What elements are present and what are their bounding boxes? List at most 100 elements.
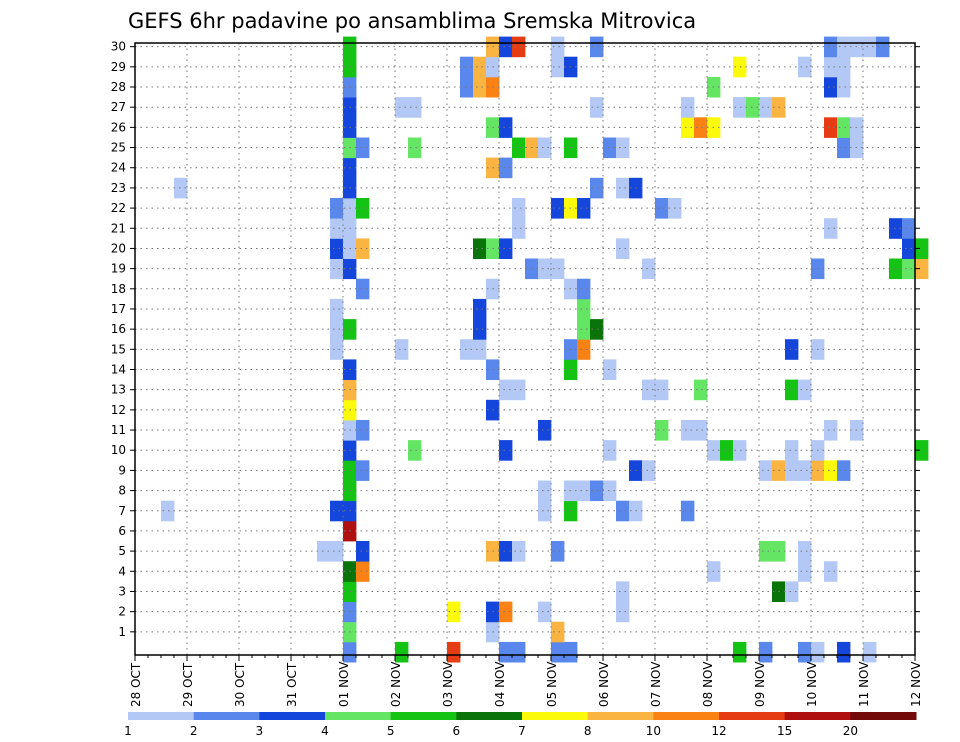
legend-label: 8: [584, 724, 592, 738]
heatmap-cell: [603, 359, 617, 380]
heatmap-cell: [356, 420, 370, 441]
legend-swatch: [719, 712, 786, 720]
heatmap-cell: [356, 278, 370, 300]
heatmap-cell: [460, 76, 474, 98]
heatmap-cell: [681, 420, 695, 441]
heatmap-cell: [824, 76, 838, 98]
heatmap-cell: [681, 97, 695, 118]
heatmap-cell: [551, 258, 565, 280]
legend-swatch: [456, 712, 523, 720]
heatmap-cell: [395, 339, 409, 360]
heatmap-cell: [902, 258, 916, 280]
heatmap-cell: [356, 238, 370, 259]
heatmap-cell: [798, 460, 812, 481]
heatmap-cell: [837, 137, 851, 159]
chart-title: GEFS 6hr padavine po ansamblima Sremska …: [128, 9, 696, 33]
heatmap-cell: [512, 641, 526, 663]
heatmap-cell: [824, 561, 838, 582]
heatmap-cell: [512, 379, 526, 401]
heatmap-cell: [473, 76, 487, 98]
heatmap-cell: [330, 339, 344, 360]
heatmap-cell: [798, 641, 812, 663]
legend-label: 6: [453, 724, 461, 738]
heatmap-cell: [174, 177, 188, 199]
x-tick-label: 09 NOV: [753, 661, 767, 707]
y-tick-label: 14: [111, 363, 126, 377]
y-tick-label: 28: [111, 80, 126, 94]
heatmap-cell: [785, 379, 799, 401]
legend-label: 2: [190, 724, 198, 738]
legend-swatch: [193, 712, 260, 720]
heatmap-cell: [798, 561, 812, 582]
heatmap-cell: [616, 177, 630, 199]
heatmap-cell: [733, 97, 747, 118]
heatmap-cell: [759, 641, 773, 663]
heatmap-cell: [863, 36, 877, 58]
y-tick-label: 4: [118, 564, 126, 578]
legend-swatch: [784, 712, 851, 720]
heatmap-cell: [538, 601, 552, 623]
y-tick-label: 19: [111, 262, 126, 276]
y-tick-label: 8: [118, 484, 126, 498]
x-tick-label: 04 NOV: [493, 661, 507, 707]
heatmap-cell: [694, 379, 708, 401]
legend-swatch: [325, 712, 392, 720]
heatmap-cell: [551, 198, 565, 219]
heatmap-cell: [330, 319, 344, 340]
heatmap-cell: [408, 440, 422, 461]
x-tick-label: 29 OCT: [181, 662, 195, 707]
x-axis: 28 OCT 29 OCT 30 OCT 31 OCT 01 NOV 02 NOV 03 N…: [129, 655, 923, 707]
x-tick-label: 31 OCT: [285, 662, 299, 707]
legend-swatch: [128, 712, 195, 720]
heatmap-cell: [642, 258, 656, 280]
legend-label: 20: [843, 724, 858, 738]
heatmap-cell: [798, 379, 812, 401]
y-tick-label: 20: [111, 241, 126, 255]
heatmap-cell: [785, 339, 799, 360]
heatmap-cell: [837, 460, 851, 481]
heatmap-cell: [655, 198, 669, 219]
x-tick-label: 08 NOV: [701, 661, 715, 707]
heatmap-cell: [577, 298, 591, 320]
heatmap-cell: [746, 97, 760, 118]
heatmap-cell: [551, 541, 565, 562]
heatmap-cell: [356, 541, 370, 562]
heatmap-cell: [330, 258, 344, 280]
heatmap-cell: [811, 641, 825, 663]
y-tick-label: 25: [111, 141, 126, 155]
heatmap-cell: [798, 56, 812, 78]
heatmap-cell: [824, 420, 838, 441]
y-tick-label: 18: [111, 282, 126, 296]
x-tick-label: 30 OCT: [233, 662, 247, 707]
heatmap-cell: [824, 56, 838, 78]
heatmap-cell: [577, 480, 591, 502]
heatmap-cell: [356, 137, 370, 159]
heatmap-cell: [733, 641, 747, 663]
heatmap-cell: [343, 641, 357, 663]
heatmap-cell: [577, 198, 591, 219]
heatmap-cell: [681, 500, 695, 522]
heatmap-cells: [161, 36, 929, 663]
heatmap-cell: [837, 641, 851, 663]
heatmap-cell: [395, 641, 409, 663]
heatmap-cell: [499, 36, 513, 58]
heatmap-cell: [499, 601, 513, 623]
y-tick-label: 12: [111, 403, 126, 417]
heatmap-cell: [837, 76, 851, 98]
heatmap-cell: [499, 541, 513, 562]
heatmap-cell: [512, 137, 526, 159]
heatmap-cell: [577, 278, 591, 300]
heatmap-cell: [824, 117, 838, 138]
heatmap-cell: [473, 319, 487, 340]
heatmap-cell: [395, 97, 409, 118]
legend-label: 1: [124, 724, 132, 738]
heatmap-cell: [759, 97, 773, 118]
heatmap-cell: [889, 258, 903, 280]
heatmap-cell: [512, 198, 526, 219]
y-tick-label: 30: [111, 40, 126, 54]
y-tick-label: 22: [111, 201, 126, 215]
heatmap-cell: [408, 97, 422, 118]
heatmap-cell: [915, 258, 929, 280]
y-tick-label: 21: [111, 221, 126, 235]
legend-label: 3: [256, 724, 264, 738]
